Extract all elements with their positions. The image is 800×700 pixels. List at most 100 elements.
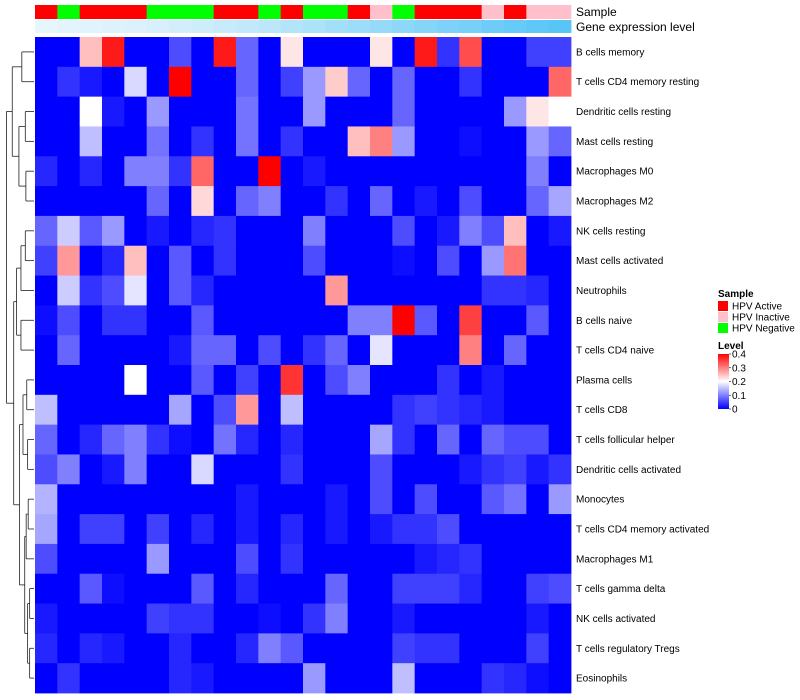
heatmap-cell (79, 126, 103, 157)
heatmap-cell (548, 543, 572, 575)
heatmap-cell (35, 633, 58, 664)
heatmap-cell (57, 335, 81, 366)
heatmap-cell (191, 603, 215, 634)
heatmap-cell (504, 186, 527, 217)
heatmap-cell (325, 305, 349, 336)
heatmap-cell (57, 603, 81, 634)
heatmap-cell (35, 215, 58, 247)
heatmap-cell (325, 335, 349, 366)
heatmap-cell (481, 37, 505, 68)
heatmap-cell (57, 156, 81, 187)
heatmap-cell (213, 156, 237, 187)
heatmap-cell (79, 245, 103, 276)
heatmap-cell (213, 424, 237, 455)
heatmap-cell (392, 484, 416, 515)
heatmap-cell (392, 66, 416, 98)
heatmap-cell (504, 514, 527, 545)
heatmap-cell (526, 96, 550, 127)
heatmap-cell (548, 394, 572, 426)
heatmap-cell (102, 543, 125, 575)
heatmap-cell (548, 126, 572, 157)
heatmap-cell (459, 394, 483, 426)
heatmap-cell (526, 424, 550, 455)
heatmap-cell (347, 394, 371, 426)
heatmap-cell (35, 245, 58, 276)
heatmap-cell (526, 484, 550, 515)
heatmap-cell (280, 633, 304, 664)
heatmap-cell (169, 365, 192, 396)
heatmap-cell (504, 37, 527, 68)
heatmap-cell (437, 305, 460, 336)
heatmap-cell (325, 633, 349, 664)
heatmap-cell (57, 394, 81, 426)
heatmap-cell (169, 573, 192, 604)
heatmap-cell (124, 96, 148, 127)
heatmap-cell (280, 573, 304, 604)
heatmap-cell (548, 663, 572, 694)
heatmap-cell (146, 126, 170, 157)
heatmap-cell (481, 215, 505, 247)
heatmap-cell (504, 424, 527, 455)
heatmap-cell (481, 305, 505, 336)
heatmap-cell (258, 454, 282, 485)
heatmap-cell (392, 186, 416, 217)
heatmap-cell (169, 215, 192, 247)
heatmap-cell (392, 543, 416, 575)
heatmap-cell (437, 424, 460, 455)
heatmap-cell (280, 365, 304, 396)
heatmap-cell (481, 484, 505, 515)
heatmap-cell (213, 245, 237, 276)
heatmap-cell (548, 514, 572, 545)
heatmap-cell (213, 365, 237, 396)
heatmap-cell (191, 543, 215, 575)
heatmap-cell (236, 275, 259, 306)
heatmap-cell (481, 96, 505, 127)
heatmap-cell (504, 275, 527, 306)
heatmap-cell (548, 484, 572, 515)
heatmap-cell (414, 126, 438, 157)
heatmap-cell (459, 663, 483, 694)
heatmap-cell (370, 603, 393, 634)
heatmap-cell (303, 663, 326, 694)
heatmap-cell (325, 484, 349, 515)
heatmap-cell (370, 424, 393, 455)
heatmap-cell (169, 305, 192, 336)
heatmap-cell (146, 633, 170, 664)
heatmap-cell (459, 454, 483, 485)
heatmap-cell (124, 514, 148, 545)
heatmap-cell (258, 305, 282, 336)
heatmap-cell (548, 186, 572, 217)
heatmap-cell (437, 215, 460, 247)
heatmap-cell (213, 335, 237, 366)
heatmap-cell (347, 633, 371, 664)
heatmap-cell (526, 335, 550, 366)
gene-expression-annotation-cell (481, 20, 505, 33)
heatmap-cell (347, 66, 371, 98)
heatmap-cell (79, 365, 103, 396)
heatmap-cell (303, 96, 326, 127)
heatmap-cell (303, 66, 326, 98)
heatmap-cell (169, 514, 192, 545)
heatmap-cell (303, 126, 326, 157)
heatmap-cell (258, 215, 282, 247)
heatmap-cell (57, 573, 81, 604)
heatmap-cell (526, 66, 550, 98)
heatmap-cell (392, 633, 416, 664)
heatmap-cell (124, 394, 148, 426)
gene-expression-annotation-cell (57, 20, 81, 33)
heatmap-cell (258, 66, 282, 98)
heatmap-cell (392, 573, 416, 604)
heatmap-cell (414, 394, 438, 426)
heatmap-cell (347, 543, 371, 575)
row-label: T cells CD4 memory activated (576, 525, 709, 536)
sample-annotation-cell (102, 5, 125, 19)
heatmap-cell (504, 454, 527, 485)
heatmap-cell (392, 514, 416, 545)
gene-expression-annotation-cell (504, 20, 527, 33)
heatmap-cell (370, 365, 393, 396)
heatmap-cell (236, 66, 259, 98)
heatmap-cell (146, 573, 170, 604)
heatmap-cell (124, 305, 148, 336)
gene-expression-annotation-cell (347, 20, 371, 33)
heatmap-cell (481, 126, 505, 157)
